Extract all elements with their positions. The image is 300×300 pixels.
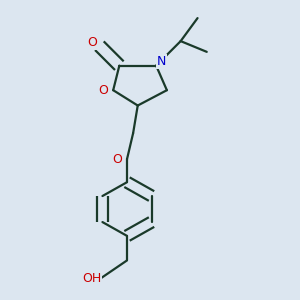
Text: OH: OH [82, 272, 101, 285]
Text: O: O [87, 35, 97, 49]
Text: O: O [112, 153, 122, 166]
Text: N: N [157, 56, 166, 68]
Text: O: O [98, 84, 108, 97]
